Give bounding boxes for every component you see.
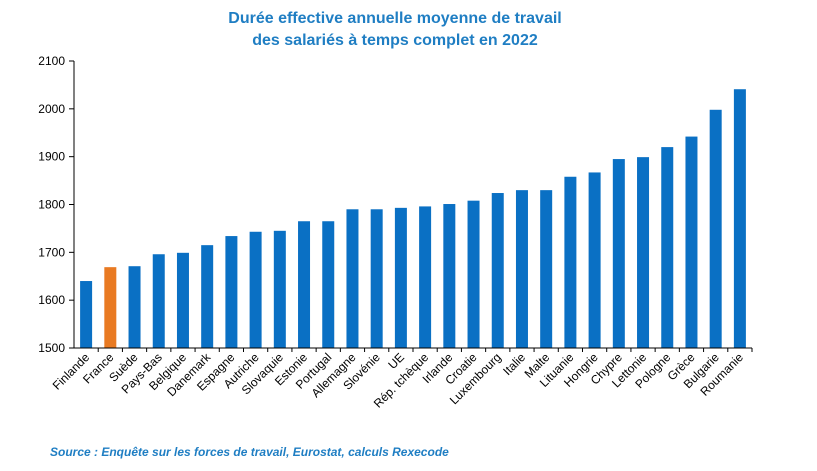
bar-27 — [733, 89, 746, 348]
bar-16 — [467, 200, 480, 348]
bar-4 — [176, 252, 189, 348]
bar-18 — [515, 190, 528, 348]
bar-8 — [273, 230, 286, 348]
bar-13 — [394, 207, 407, 348]
y-tick-label: 1500 — [38, 341, 65, 355]
bar-2 — [128, 266, 141, 348]
bar-25 — [685, 136, 698, 348]
bar-26 — [709, 109, 722, 348]
bar-11 — [346, 209, 359, 348]
bars — [80, 89, 746, 348]
bar-21 — [588, 172, 601, 348]
bar-22 — [612, 159, 625, 348]
y-tick-label: 1900 — [38, 150, 65, 164]
bar-6 — [225, 236, 238, 348]
bar-3 — [152, 254, 165, 348]
source-note: Source : Enquête sur les forces de trava… — [50, 445, 449, 459]
bar-19 — [540, 190, 553, 348]
y-axis-ticks: 1500 1600 1700 1800 1900 2000 2100 — [38, 54, 74, 355]
chart-title-line-2: des salariés à temps complet en 2022 — [252, 32, 538, 49]
x-axis-labels: FinlandeFranceSuèdePays-BasBelgiqueDanem… — [50, 348, 753, 411]
y-tick-label: 1700 — [38, 245, 65, 259]
bar-14 — [419, 206, 432, 348]
bar-20 — [564, 176, 577, 348]
chart-title-line-1: Durée effective annuelle moyenne de trav… — [228, 10, 562, 27]
bar-7 — [249, 231, 262, 348]
bar-17 — [491, 193, 504, 348]
axes — [73, 61, 752, 349]
bar-9 — [298, 221, 311, 348]
chart-title: Durée effective annuelle moyenne de trav… — [0, 8, 790, 52]
bar-23 — [637, 157, 650, 348]
bar-0 — [80, 281, 93, 348]
y-tick-label: 2000 — [38, 102, 65, 116]
bar-24 — [661, 147, 674, 348]
bar-1 — [104, 267, 117, 348]
y-tick-label: 1800 — [38, 198, 65, 212]
bar-15 — [443, 204, 456, 348]
bar-12 — [370, 209, 383, 348]
bar-10 — [322, 221, 335, 348]
y-tick-label: 1600 — [38, 293, 65, 307]
bar-5 — [201, 245, 214, 348]
y-tick-label: 2100 — [38, 54, 65, 68]
